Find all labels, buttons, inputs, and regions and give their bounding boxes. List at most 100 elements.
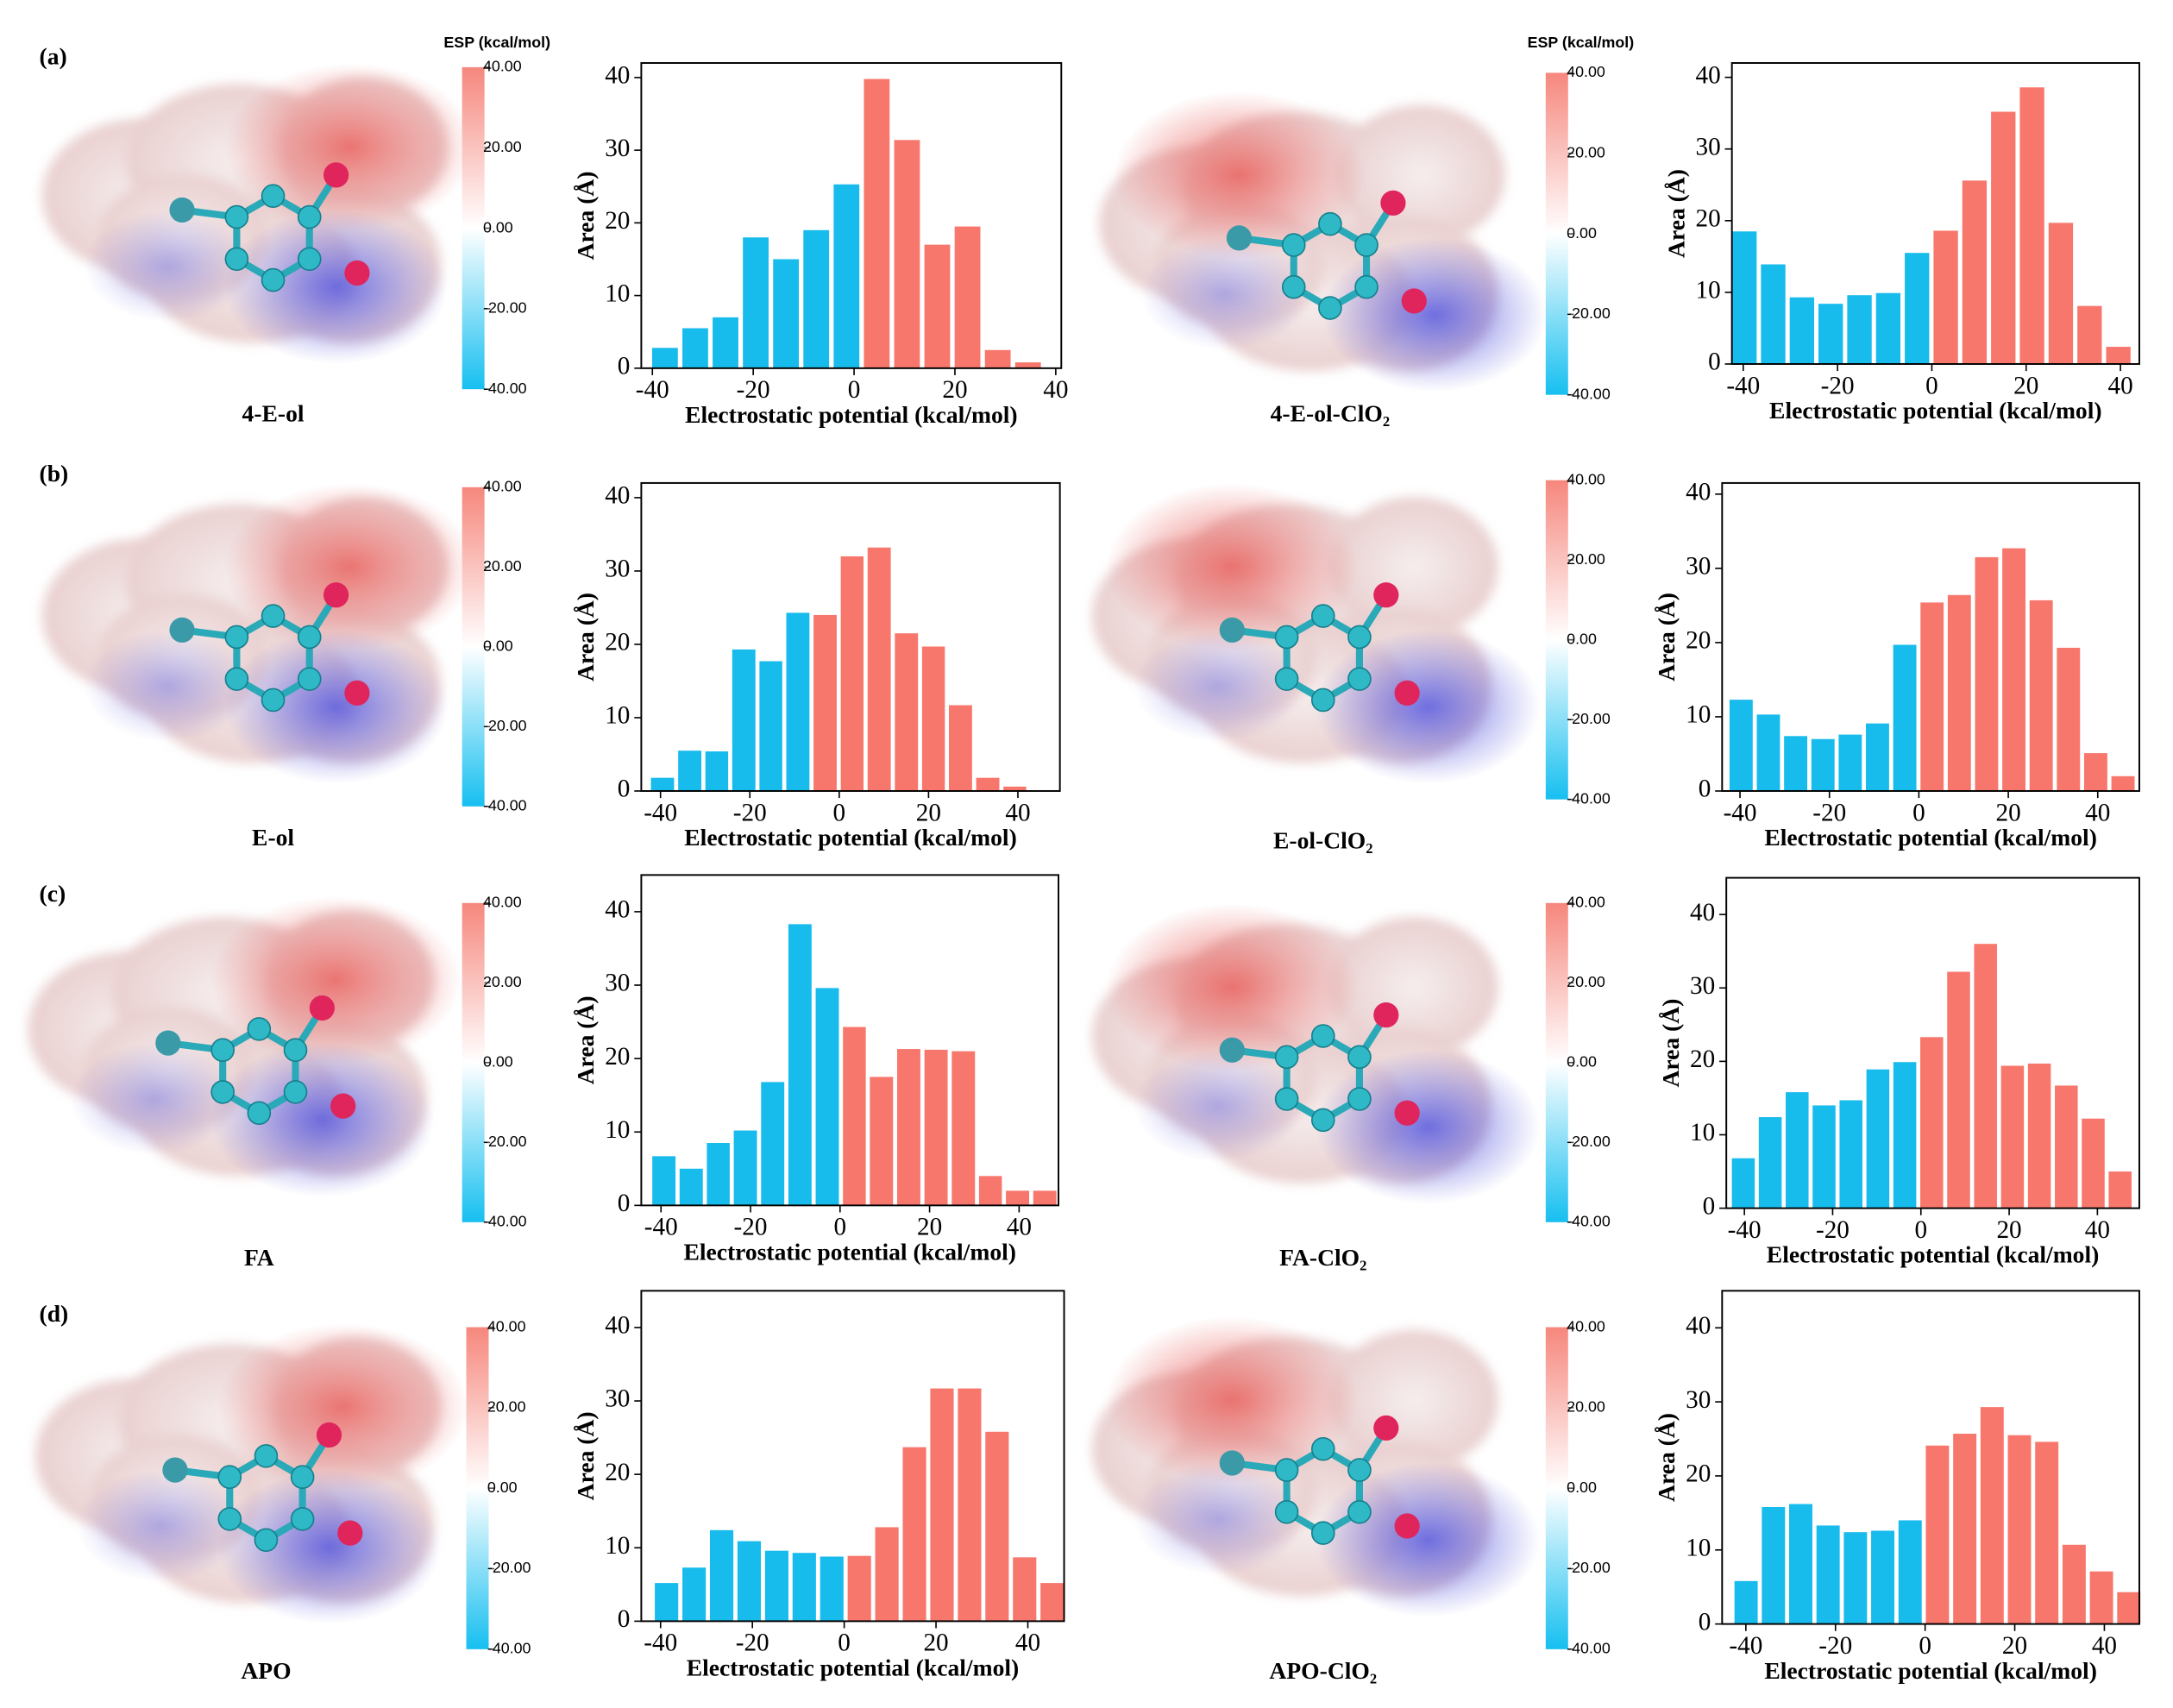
atom (247, 1101, 272, 1126)
x-axis-label: Electrostatic potential (kcal/mol) (1769, 397, 2102, 424)
positive-region (1113, 91, 1366, 260)
molecule-name: 4-E-ol (242, 399, 305, 426)
bar (2057, 647, 2081, 791)
bar (951, 1051, 976, 1206)
x-axis-label: Electrostatic potential (kcal/mol) (1764, 1657, 2097, 1684)
y-tick-label: 20 (1686, 1460, 1711, 1488)
bar (1761, 264, 1786, 364)
bar (651, 348, 678, 368)
colorbar-title: ESP (kcal/mol) (1528, 34, 1635, 51)
y-axis-label: Area (Å) (1653, 1413, 1680, 1502)
colorbar-tick-label: 20.00 (1567, 550, 1605, 568)
atom (247, 1017, 272, 1041)
y-axis-label: Area (Å) (1653, 593, 1680, 681)
colorbar-tick-label: 20.00 (1567, 143, 1605, 160)
x-axis-label: Electrostatic potential (kcal/mol) (1767, 1241, 2100, 1268)
colorbar (462, 902, 485, 1222)
negative-region (84, 630, 253, 743)
colorbar-tick-label: 20.00 (1567, 973, 1605, 990)
y-tick-label: 40 (605, 62, 630, 90)
bar (713, 317, 738, 368)
y-tick-label: 20 (605, 1043, 630, 1071)
atom (1373, 582, 1399, 608)
molecule-name: APO-ClO₂ (1269, 1657, 1377, 1684)
bar (2029, 600, 2053, 791)
x-tick-label: 20 (923, 1630, 948, 1657)
x-tick-label: -40 (1724, 799, 1757, 826)
bar (840, 556, 864, 791)
bar (2055, 1085, 2078, 1209)
colorbar-tick-label: -20.00 (487, 1559, 531, 1576)
bar (985, 1431, 1009, 1622)
atom (1310, 1108, 1335, 1133)
atom (344, 260, 370, 286)
y-tick-label: 20 (1690, 1046, 1715, 1073)
bar (1731, 231, 1757, 364)
y-axis-label: Area (Å) (572, 1411, 599, 1500)
bar (1762, 1507, 1786, 1624)
y-tick-label: 30 (1686, 553, 1711, 581)
colorbar-tick-label: 40.00 (1567, 894, 1605, 911)
bar (2019, 87, 2044, 364)
x-tick-label: 40 (2085, 799, 2110, 826)
colorbar (462, 66, 485, 390)
x-tick-label: -40 (1726, 372, 1760, 399)
y-tick-label: 30 (1690, 972, 1715, 1000)
bar (1839, 1100, 1862, 1209)
plot-frame (640, 1290, 1065, 1623)
plot-frame (640, 481, 1061, 792)
bar (954, 226, 981, 368)
atom (1310, 1024, 1335, 1048)
atom (261, 604, 286, 628)
x-axis-label: Electrostatic potential (kcal/mol) (687, 1655, 1020, 1681)
colorbar-tick-label: 0.00 (1567, 630, 1597, 647)
y-tick-label: 40 (605, 1312, 630, 1340)
colorbar (1545, 480, 1568, 800)
x-tick-label: -20 (1816, 1216, 1850, 1244)
atom (283, 1038, 308, 1063)
bar (1920, 1037, 1944, 1209)
x-tick-label: -40 (644, 799, 677, 826)
x-tick-label: 40 (1015, 1630, 1040, 1657)
colorbar-tick-label: -40.00 (1567, 1640, 1611, 1657)
x-tick-label: -20 (734, 1214, 768, 1241)
y-tick-label: 20 (605, 1459, 630, 1486)
colorbar-tick-label: 0.00 (1567, 1053, 1597, 1071)
atom (261, 184, 286, 209)
colorbar-tick-label: 0.00 (483, 1053, 513, 1071)
panel-label: (a) (40, 42, 67, 69)
bar (924, 1049, 948, 1206)
x-tick-label: 20 (1995, 799, 2020, 826)
atom (1219, 617, 1245, 643)
bar (1731, 1158, 1755, 1209)
bar (1756, 714, 1780, 791)
x-tick-label: -40 (644, 1630, 677, 1657)
panel-label: (c) (40, 880, 66, 907)
bar (2007, 1435, 2032, 1624)
atom (1347, 1087, 1372, 1111)
bar (1866, 723, 1889, 791)
y-tick-label: 40 (1686, 479, 1711, 506)
x-tick-label: 0 (833, 799, 846, 826)
colorbar-tick-label: -20.00 (1567, 1559, 1611, 1576)
bar (847, 1555, 871, 1622)
atom (1354, 233, 1379, 257)
bar (803, 229, 830, 368)
x-tick-label: -40 (1729, 1632, 1762, 1660)
bar (843, 1027, 866, 1206)
bar (743, 237, 769, 368)
y-tick-label: 0 (618, 776, 631, 803)
bar (2077, 305, 2102, 364)
y-tick-label: 30 (605, 556, 630, 583)
x-tick-label: -20 (737, 376, 770, 404)
bar (707, 1143, 730, 1206)
atom (254, 1528, 279, 1553)
colorbar-tick-label: 0.00 (483, 637, 513, 655)
atom (224, 204, 249, 229)
bar (2106, 347, 2131, 364)
atom (1401, 288, 1427, 314)
positive-region (1106, 1316, 1359, 1485)
y-tick-label: 0 (618, 353, 631, 380)
atom (1226, 225, 1253, 251)
